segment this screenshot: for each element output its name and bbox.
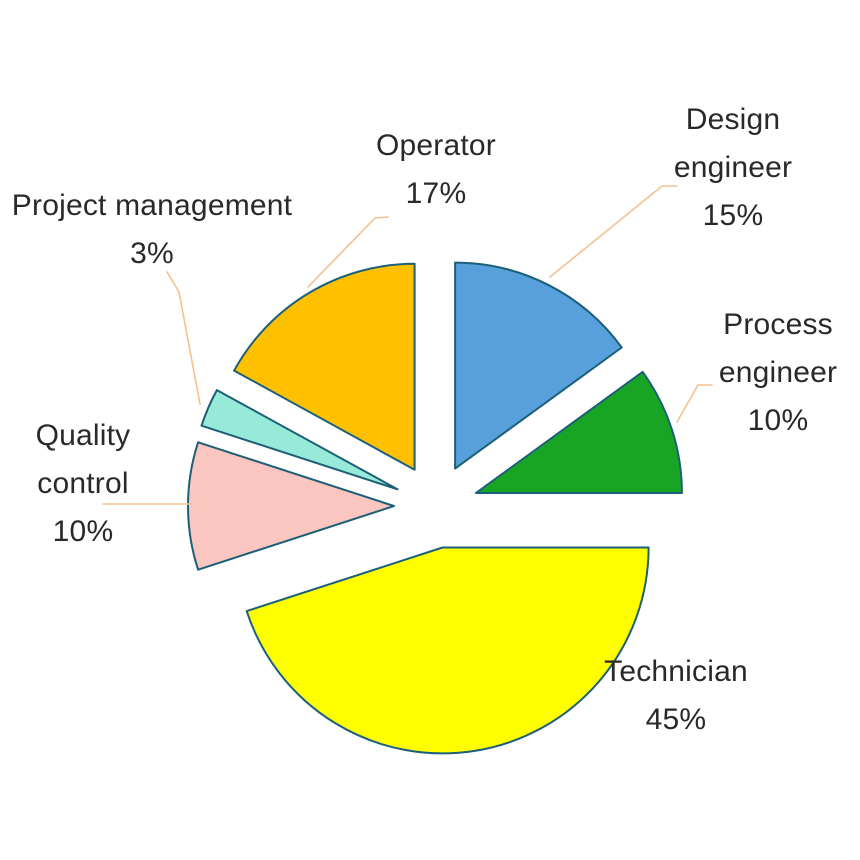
pie-slice-project-management <box>200 389 399 491</box>
pie-slice-technician <box>245 546 650 755</box>
label-line: Operator <box>376 129 496 162</box>
label-value: 17% <box>405 177 467 210</box>
label-value: 3% <box>130 237 174 270</box>
pie-slice-process-engineer <box>474 370 683 494</box>
label-line: control <box>37 467 129 500</box>
label-project-management: Project management 3% <box>12 182 292 278</box>
label-quality-control: Quality control 10% <box>36 412 131 556</box>
leader-line-project-management <box>166 271 201 405</box>
leader-line-design-engineer <box>549 185 678 278</box>
label-line: Technician <box>604 655 748 688</box>
pie-slice-quality-control <box>187 441 395 571</box>
leader-line-process-engineer <box>676 384 713 423</box>
label-value: 45% <box>645 703 707 736</box>
label-technician: Technician 45% <box>604 648 748 744</box>
label-line: Project management <box>11 189 293 222</box>
label-operator: Operator 17% <box>376 122 496 218</box>
label-value: 10% <box>52 515 114 548</box>
label-line: engineer <box>718 356 838 389</box>
label-line: engineer <box>673 151 793 184</box>
leader-line-operator <box>307 216 389 288</box>
label-value: 15% <box>702 199 764 232</box>
label-process-engineer: Process engineer 10% <box>719 301 837 445</box>
label-line: Process <box>723 308 833 341</box>
label-design-engineer: Design engineer 15% <box>674 96 792 240</box>
label-value: 10% <box>747 404 809 437</box>
pie-slice-design-engineer <box>454 261 623 470</box>
label-line: Design <box>685 103 781 136</box>
pie-slice-operator <box>233 262 416 471</box>
label-line: Quality <box>35 419 131 452</box>
